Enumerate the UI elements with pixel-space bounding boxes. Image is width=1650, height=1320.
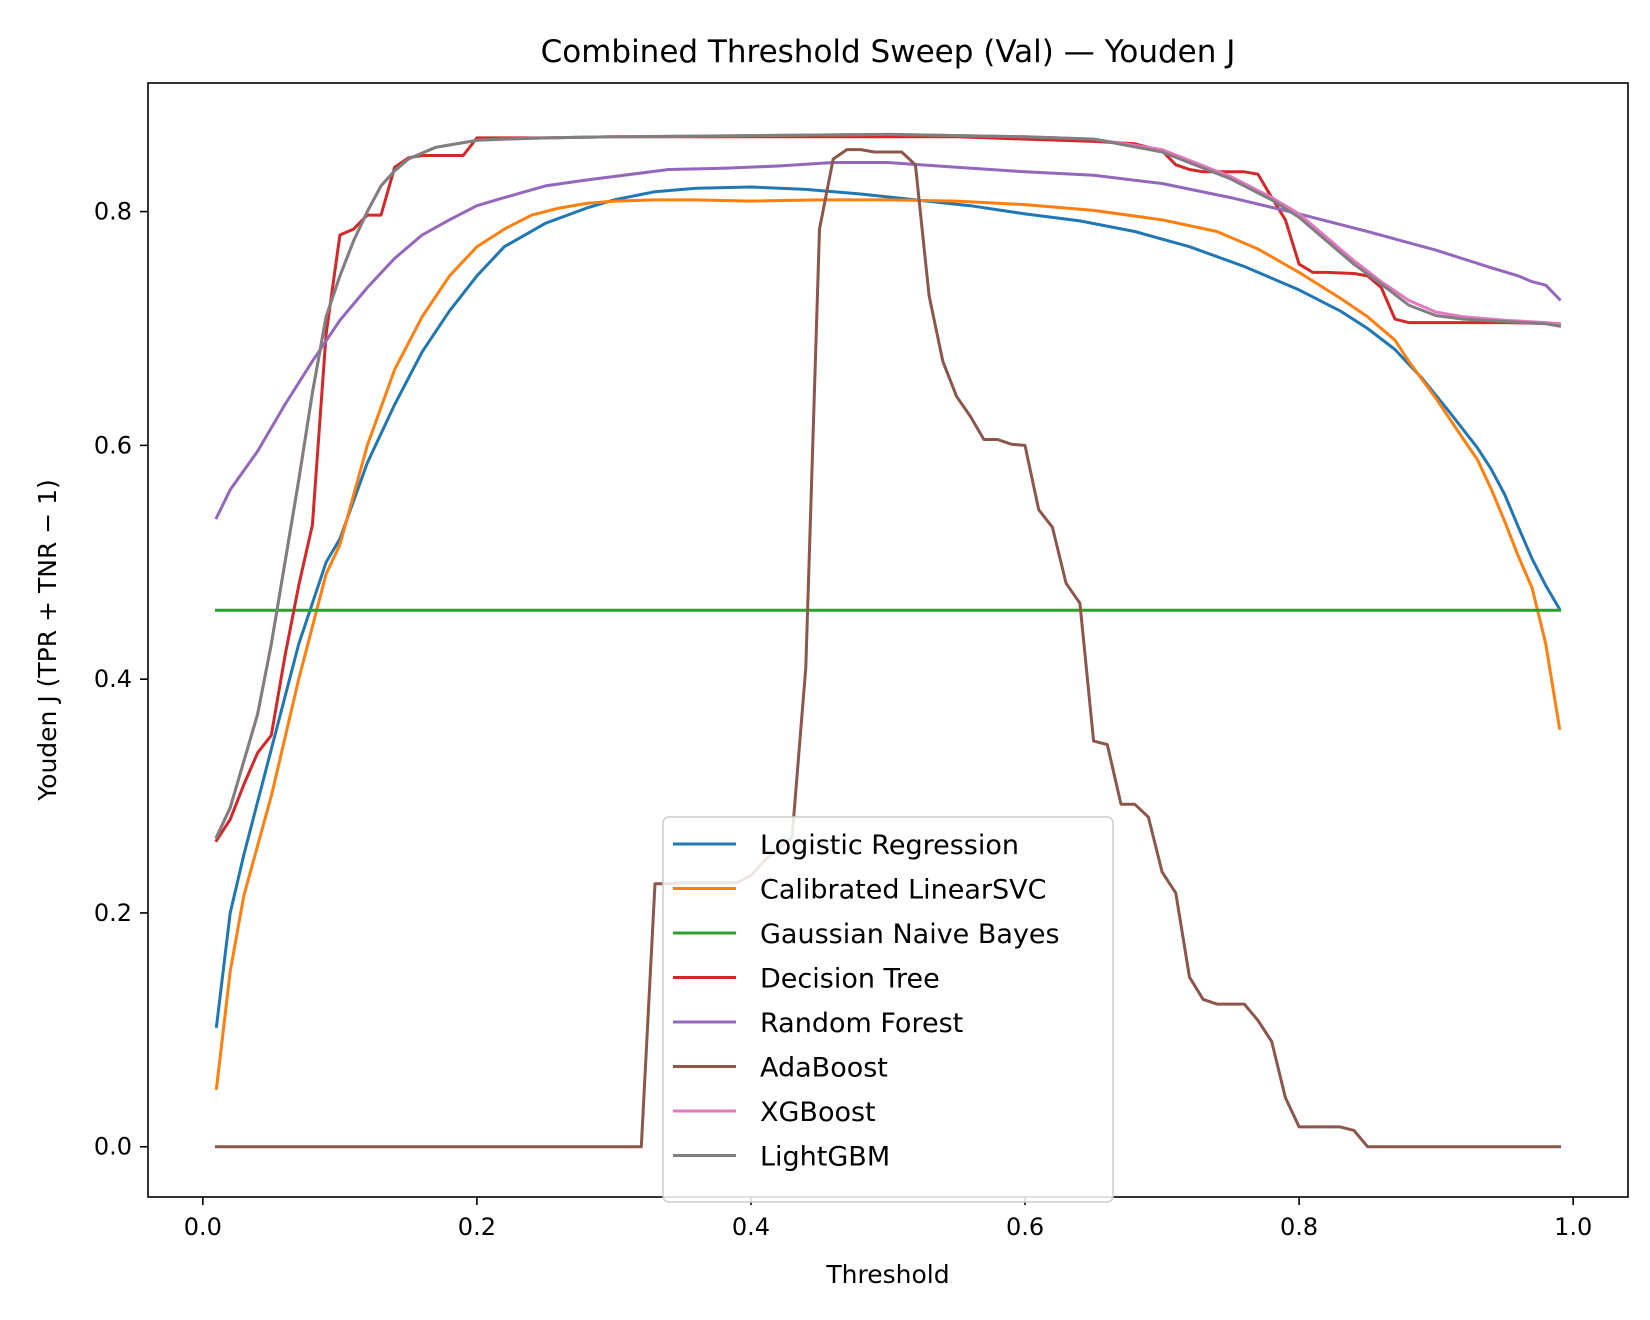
legend-box (662, 816, 1114, 1203)
x-tick-label: 0.4 (732, 1213, 770, 1241)
x-tick-label: 0.0 (184, 1213, 222, 1241)
legend-label-decision-tree: Decision Tree (760, 964, 940, 995)
x-tick-label: 1.0 (1554, 1213, 1592, 1241)
y-tick-label: 0.2 (94, 899, 132, 927)
y-axis-ticks: 0.0 0.2 0.4 0.6 0.8 (94, 198, 148, 1161)
series-line-lightgbm (214, 132, 1562, 839)
y-tick-label: 0.8 (94, 198, 132, 226)
series-line-decision-tree (214, 135, 1562, 843)
plot-lines (214, 132, 1562, 1149)
legend-label-gaussian-naive-bayes: Gaussian Naive Bayes (760, 919, 1060, 950)
legend-label-lightgbm: LightGBM (760, 1142, 890, 1173)
legend-label-adaboost: AdaBoost (760, 1053, 888, 1084)
series-line-random-forest (214, 161, 1562, 520)
x-tick-label: 0.2 (458, 1213, 496, 1241)
legend-label-logistic-regression: Logistic Regression (760, 830, 1019, 861)
series-line-calibrated-linearsvc (214, 198, 1562, 1090)
legend-label-xgboost: XGBoost (760, 1097, 876, 1128)
x-axis-ticks: 0.0 0.2 0.4 0.6 0.8 1.0 (184, 1197, 1592, 1241)
legend: Logistic Regression Calibrated LinearSVC G… (662, 816, 1114, 1203)
legend-label-random-forest: Random Forest (760, 1008, 963, 1039)
y-axis-label: Youden J (TPR + TNR − 1) (33, 479, 62, 802)
x-tick-label: 0.8 (1280, 1213, 1318, 1241)
x-axis-label: Threshold (825, 1260, 949, 1289)
y-tick-label: 0.0 (94, 1133, 132, 1161)
series-line-logistic-regression (214, 185, 1562, 1028)
chart-title: Combined Threshold Sweep (Val) — Youden … (541, 34, 1236, 70)
y-tick-label: 0.6 (94, 431, 132, 459)
x-tick-label: 0.6 (1006, 1213, 1044, 1241)
y-tick-label: 0.4 (94, 665, 132, 693)
legend-label-calibrated-linearsvc: Calibrated LinearSVC (760, 875, 1046, 906)
